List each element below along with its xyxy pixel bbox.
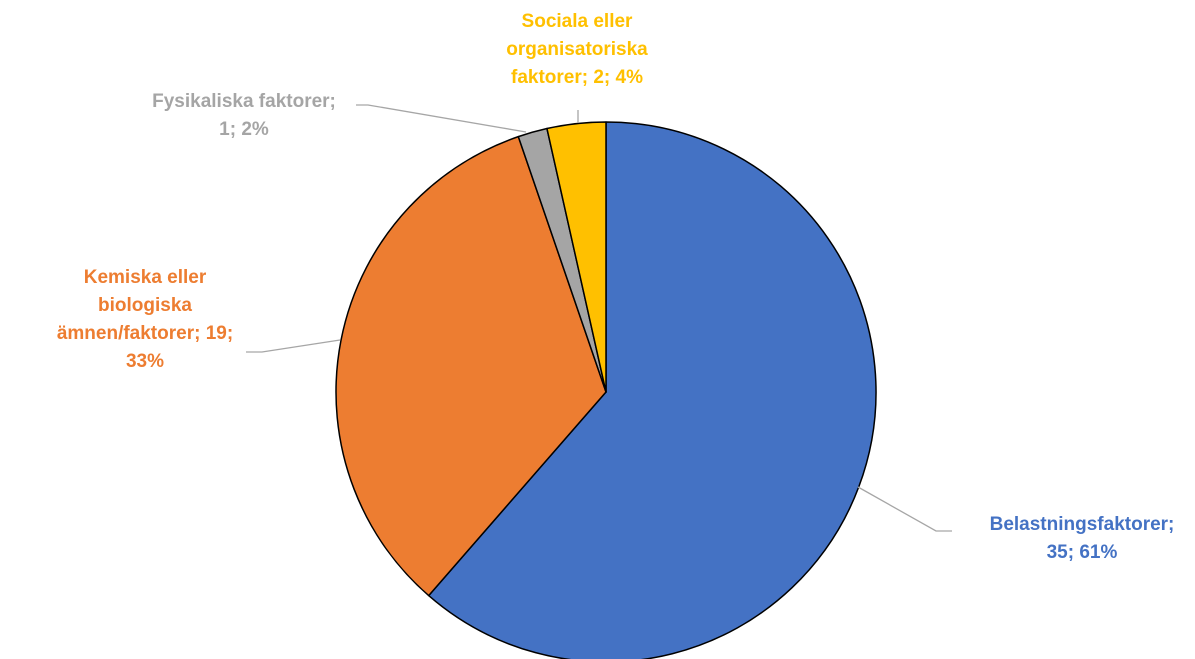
leader-line-kemiska-eller-biologiska-amnen-faktorer	[246, 339, 341, 353]
pie-slice-sociala-eller-organisatoriska-faktorer	[546, 121, 607, 393]
leader-line-belastningsfaktorer	[857, 486, 952, 532]
data-label-line: Belastningsfaktorer;	[990, 514, 1175, 535]
pie-slices	[335, 121, 877, 659]
data-label-line: 1; 2%	[219, 119, 269, 140]
data-label-line: ämnen/faktorer; 19;	[57, 323, 233, 344]
data-label-fysikaliska-faktorer: Fysikaliska faktorer; 1; 2%	[152, 91, 336, 140]
data-label-belastningsfaktorer: Belastningsfaktorer; 35; 61%	[990, 514, 1175, 563]
data-label-line: Fysikaliska faktorer;	[152, 91, 336, 112]
data-label-line: Kemiska eller	[84, 267, 207, 288]
data-labels: Belastningsfaktorer; 35; 61% Kemiska eller…	[57, 11, 1175, 563]
data-label-line: faktorer; 2; 4%	[511, 67, 643, 88]
data-label-line: 33%	[126, 351, 164, 372]
leader-lines	[246, 104, 952, 532]
data-label-sociala-eller-organisatoriska-faktorer: Sociala eller organisatoriska faktorer; 2;…	[506, 11, 648, 88]
pie-slice-belastningsfaktorer	[427, 121, 877, 659]
data-label-line: Sociala eller	[522, 11, 634, 32]
data-label-line: biologiska	[98, 295, 192, 316]
pie-slice-kemiska-eller-biologiska-amnen-faktorer	[335, 135, 607, 597]
data-label-kemiska-eller-biologiska-amnen-faktorer: Kemiska eller biologiska ämnen/faktorer; 1…	[57, 267, 233, 372]
leader-line-fysikaliska-faktorer	[356, 104, 527, 133]
data-label-line: 35; 61%	[1047, 542, 1118, 563]
data-label-line: organisatoriska	[506, 39, 648, 60]
